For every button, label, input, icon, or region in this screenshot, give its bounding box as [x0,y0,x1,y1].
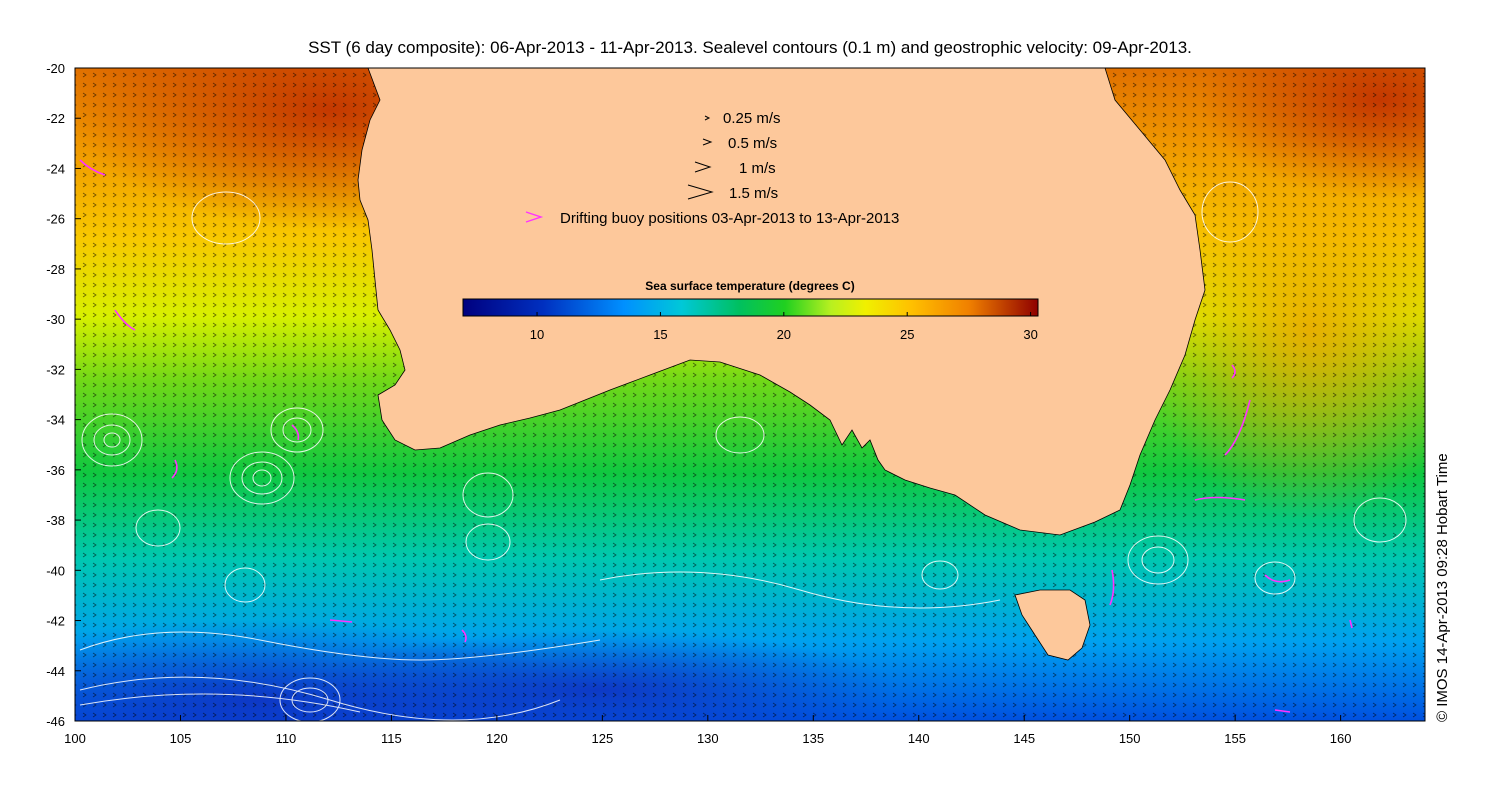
legend-buoy-marker [525,211,544,223]
x-tick-label: 155 [1224,731,1246,746]
tasmania-landmass [1014,589,1091,661]
x-tick-label: 130 [697,731,719,746]
y-tick-label: -30 [46,312,65,327]
colorbar-tick-label: 20 [777,327,791,342]
x-tick-label: 140 [908,731,930,746]
y-tick-label: -26 [46,212,65,227]
y-tick-label: -24 [46,161,65,176]
legend-arrow-1 [694,161,712,173]
legend-arrow-0-25 [704,115,711,121]
sst-colorbar: Sea surface temperature (degrees C) 10 15… [462,279,1039,342]
legend-label-1-5: 1.5 m/s [729,185,778,202]
y-tick-label: -44 [46,664,65,679]
x-tick-label: 150 [1119,731,1141,746]
y-tick-label: -38 [46,513,65,528]
y-tick-label: -32 [46,362,65,377]
x-tick-label: 120 [486,731,508,746]
legend-label-0-25: 0.25 m/s [723,110,781,127]
y-tick-label: -42 [46,614,65,629]
y-tick-label: -46 [46,714,65,729]
y-tick-label: -20 [46,61,65,76]
x-tick-label: 145 [1013,731,1035,746]
x-tick-label: 160 [1330,731,1352,746]
y-axis-ticks: -20 -22 -24 -26 -28 -30 -32 -34 -36 -38 -40 -42 -44 -… [46,61,81,729]
legend-arrow-1-5 [687,184,714,200]
x-tick-label: 110 [276,731,297,746]
x-tick-label: 105 [170,731,192,746]
colorbar-title: Sea surface temperature (degrees C) [645,279,854,293]
x-tick-label: 115 [381,731,402,746]
speed-legend: 0.25 m/s 0.5 m/s 1 m/s 1.5 m/s Drifting … [525,110,899,227]
x-tick-label: 125 [591,731,613,746]
legend-buoy-label: Drifting buoy positions 03-Apr-2013 to 1… [560,210,899,227]
sealevel-contours [79,181,1407,721]
y-tick-label: -40 [46,563,65,578]
y-tick-label: -22 [46,111,65,126]
x-tick-label: 135 [802,731,824,746]
colorbar-tick-label: 30 [1023,327,1037,342]
colorbar-tick-label: 15 [653,327,667,342]
plot-frame [74,67,1426,722]
buoy-tracks [79,159,1353,713]
legend-label-1: 1 m/s [739,160,776,177]
colorbar-tick-label: 10 [530,327,544,342]
legend-arrow-0-5 [702,138,713,146]
colorbar-tick-label: 25 [900,327,914,342]
colorbar-ticks: 10 15 20 25 30 [530,312,1038,342]
imos-credit: © IMOS 14-Apr-2013 09:28 Hobart Time [1434,453,1451,722]
colorbar-gradient [462,298,1039,317]
y-tick-label: -36 [46,463,65,478]
y-tick-label: -34 [46,413,65,428]
y-tick-label: -28 [46,262,65,277]
legend-label-0-5: 0.5 m/s [728,135,777,152]
x-axis-ticks: 100 105 110 115 120 125 130 135 140 145 150 155 160 [64,715,1351,746]
map-title: SST (6 day composite): 06-Apr-2013 - 11-… [308,38,1192,57]
x-tick-label: 100 [64,731,86,746]
